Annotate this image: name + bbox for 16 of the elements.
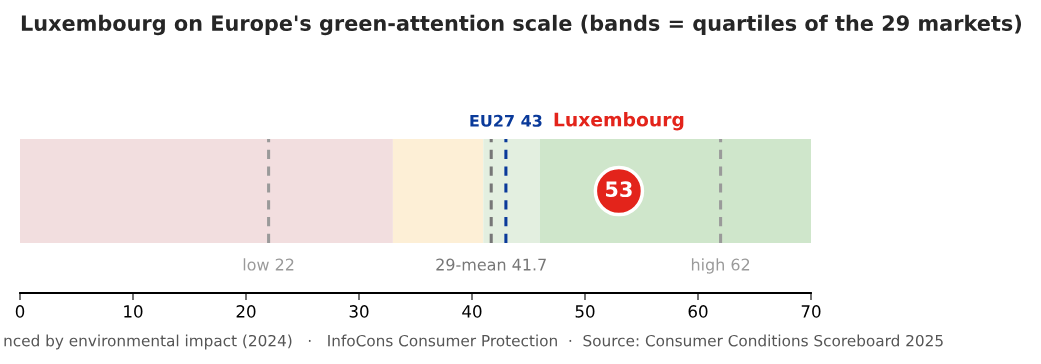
x-tick-label: 70 bbox=[801, 305, 821, 318]
x-tick-label: 40 bbox=[462, 305, 482, 318]
x-tick-label: 50 bbox=[575, 305, 595, 318]
ref-line-label: high 62 bbox=[691, 258, 750, 274]
chart-title: Luxembourg on Europe's green-attention scale (bands = quartiles of the 29 markets) bbox=[21, 14, 1022, 36]
x-tick-label: 0 bbox=[15, 305, 25, 318]
x-tick-label: 60 bbox=[688, 305, 708, 318]
data-label: 53 bbox=[606, 181, 632, 198]
x-tick-label: 10 bbox=[124, 305, 143, 318]
ref-line-label: EU27 43 bbox=[470, 114, 542, 127]
x-tick-label: 20 bbox=[236, 305, 256, 318]
x-tick-label: 30 bbox=[349, 305, 369, 318]
text: Luxembourg bbox=[554, 112, 684, 131]
ref-line-label: 29-mean 41.7 bbox=[436, 258, 546, 271]
text: nced by environmental impact (2024) · InfoCons Consumer Protection · Source: Consumer Conditions Scoreboard 2025 bbox=[4, 334, 943, 350]
ref-line-label: low 22 bbox=[243, 258, 294, 271]
